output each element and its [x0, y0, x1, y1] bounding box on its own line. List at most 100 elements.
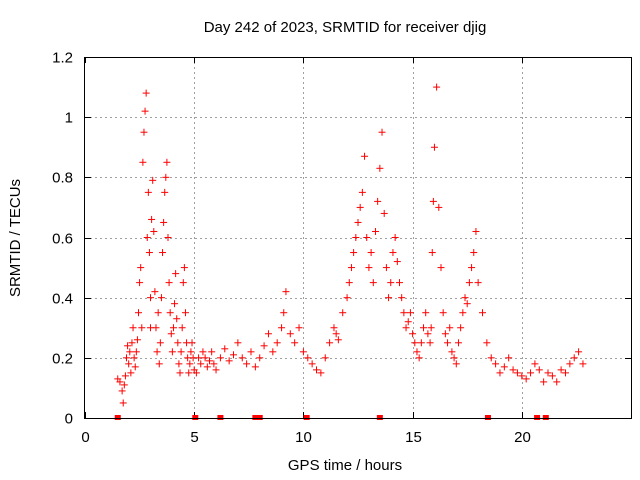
data-point [216, 354, 224, 362]
rug-mark [192, 415, 199, 420]
data-point [374, 197, 382, 205]
data-point [278, 324, 286, 332]
data-point [448, 348, 456, 356]
data-point [500, 363, 508, 371]
data-point [395, 279, 403, 287]
data-point [116, 378, 124, 386]
rug-marks [114, 415, 549, 420]
data-point [321, 354, 329, 362]
data-point [178, 324, 186, 332]
data-point [199, 348, 207, 356]
data-point [369, 279, 377, 287]
data-point [332, 330, 340, 338]
y-tick-label: 0.2 [52, 351, 73, 368]
data-point [295, 324, 303, 332]
rug-mark [256, 415, 263, 420]
data-point [269, 348, 277, 356]
data-point [221, 345, 229, 353]
data-point [212, 366, 220, 374]
data-point [179, 279, 187, 287]
x-tick-label: 5 [190, 429, 198, 446]
data-point [509, 366, 517, 374]
data-point [430, 143, 438, 151]
data-point [159, 249, 167, 257]
data-point [149, 176, 157, 184]
data-point [151, 288, 159, 296]
data-point [382, 264, 390, 272]
data-point [470, 249, 478, 257]
data-point [347, 264, 355, 272]
data-point [409, 330, 417, 338]
data-point [177, 348, 185, 356]
data-point [264, 330, 272, 338]
data-point [548, 372, 556, 380]
data-point [160, 218, 168, 226]
y-tick-label: 1 [65, 110, 73, 127]
data-point [406, 309, 414, 317]
data-point [167, 330, 175, 338]
data-point [313, 366, 321, 374]
data-point [282, 288, 290, 296]
data-point [299, 348, 307, 356]
data-point [452, 360, 460, 368]
rug-mark [217, 415, 224, 420]
data-point [136, 279, 144, 287]
data-point [483, 339, 491, 347]
data-point [185, 369, 193, 377]
data-point [165, 279, 173, 287]
data-point [417, 339, 425, 347]
data-point [413, 348, 421, 356]
rug-mark [376, 415, 383, 420]
data-point [570, 354, 578, 362]
data-point [308, 360, 316, 368]
x-tick-label: 0 [81, 429, 89, 446]
rug-mark [303, 415, 310, 420]
data-point [153, 348, 161, 356]
data-point [367, 249, 375, 257]
data-point [157, 294, 165, 302]
data-point [474, 279, 482, 287]
data-point [172, 270, 180, 278]
data-point [176, 369, 184, 377]
data-point [439, 309, 447, 317]
data-point [154, 309, 162, 317]
data-point [356, 203, 364, 211]
data-point [334, 336, 342, 344]
data-point [459, 309, 467, 317]
data-point [155, 360, 163, 368]
data-point [140, 128, 148, 136]
data-point [465, 279, 473, 287]
data-point [339, 309, 347, 317]
data-point [472, 227, 480, 235]
data-point [125, 360, 133, 368]
data-point [566, 360, 574, 368]
y-tick-label: 0.8 [52, 170, 73, 187]
data-point [435, 203, 443, 211]
data-point [273, 339, 281, 347]
data-point [181, 309, 189, 317]
data-point [175, 360, 183, 368]
data-point [166, 309, 174, 317]
data-point [378, 128, 386, 136]
data-point [461, 294, 469, 302]
data-point [350, 249, 358, 257]
data-point [192, 369, 200, 377]
data-point [127, 369, 135, 377]
data-point [400, 309, 408, 317]
data-point [286, 330, 294, 338]
data-point [121, 372, 129, 380]
data-point [251, 363, 259, 371]
chart-title: Day 242 of 2023, SRMTID for receiver dji… [204, 19, 487, 36]
data-point [540, 378, 548, 386]
plot-frame [84, 57, 632, 419]
data-point [415, 354, 423, 362]
x-tick-label: 20 [514, 429, 531, 446]
data-point [579, 360, 587, 368]
data-point [561, 369, 569, 377]
data-point [128, 339, 136, 347]
data-point [201, 354, 209, 362]
data-point [363, 234, 371, 241]
y-tick-label: 1.2 [52, 50, 73, 67]
data-point [148, 215, 156, 223]
data-point [404, 318, 412, 326]
